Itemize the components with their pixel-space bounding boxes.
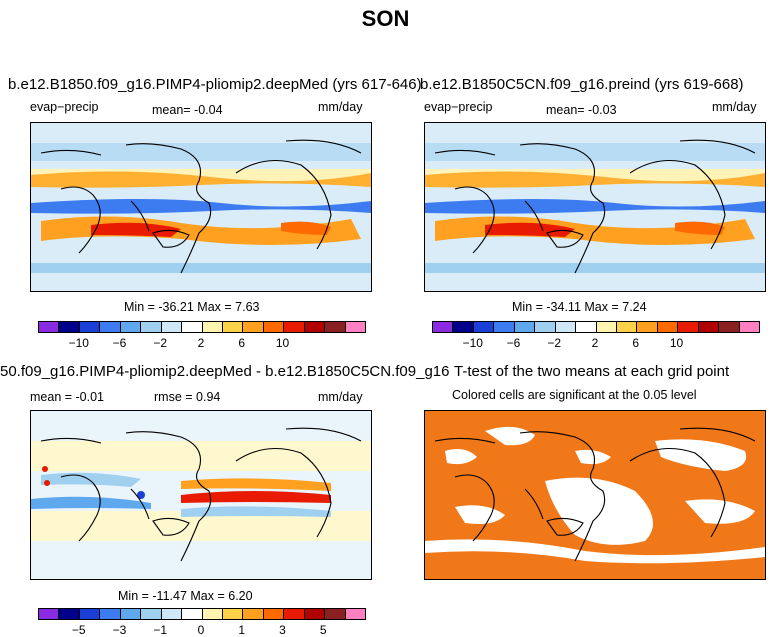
colorbar-swatch [555, 322, 577, 332]
colorbar-swatch [59, 609, 80, 619]
colorbar-swatch [202, 322, 223, 332]
colorbar-swatch [453, 322, 474, 332]
colorbar-swatch [473, 322, 495, 332]
colorbar-swatch [698, 322, 720, 332]
map-plot-top-right [425, 123, 765, 291]
colorbar-swatch [263, 609, 285, 619]
colorbar-swatch [120, 609, 142, 619]
colorbar-swatch [739, 322, 759, 332]
panel-title-top-right: b.e12.B1850C5CN.f09_g16.preind (yrs 619-… [420, 76, 744, 93]
map-bottom-right [424, 410, 766, 580]
colorbar-tick-label: −3 [112, 623, 127, 637]
colorbar-swatch [325, 322, 346, 332]
colorbar-swatch [494, 322, 515, 332]
minmax-label-bottom-left: Min = -11.47 Max = 6.20 [118, 589, 253, 603]
colorbar-swatch [59, 322, 80, 332]
map-plot-bottom-left [31, 411, 371, 579]
units-label-top-left: mm/day [318, 100, 363, 114]
mean-label-bottom-left: mean = -0.01 [30, 390, 105, 404]
mean-label-top-left: mean= -0.04 [152, 103, 223, 117]
panel-title-bottom-right: T-test of the two means at each grid poi… [454, 363, 730, 380]
minmax-label-top-left: Min = -36.21 Max = 7.63 [124, 300, 260, 314]
colorbar-tick-label: 1 [238, 623, 246, 637]
colorbar-swatch [243, 609, 264, 619]
colorbar-tick-label: −6 [506, 336, 521, 350]
colorbar-tick-label: −2 [153, 336, 168, 350]
colorbar-tick-label: 0 [197, 623, 205, 637]
colorbar-tick-label: 2 [591, 336, 599, 350]
colorbar-swatch [263, 322, 285, 332]
colorbar-tick-label: −5 [71, 623, 86, 637]
colorbar-top-left [38, 321, 366, 333]
colorbar-swatch [304, 609, 326, 619]
mean-label-top-right: mean= -0.03 [546, 103, 617, 117]
panel-subtitle-bottom-right: Colored cells are significant at the 0.0… [452, 388, 697, 402]
colorbar-ticks-top-left: −10 −6 −2 2 6 10 [38, 336, 364, 350]
colorbar-swatch [222, 322, 244, 332]
colorbar-bottom-left [38, 608, 366, 620]
colorbar-tick-label: 10 [669, 336, 684, 350]
rmse-label-bottom-left: rmse = 0.94 [154, 390, 221, 404]
colorbar-swatch [79, 322, 101, 332]
colorbar-swatch [657, 322, 679, 332]
colorbar-swatch [325, 609, 346, 619]
page-title: SON [361, 6, 410, 31]
colorbar-tick-label: 6 [632, 336, 640, 350]
colorbar-swatch [304, 322, 326, 332]
colorbar-tick-label: −6 [112, 336, 127, 350]
colorbar-tick-label: −10 [462, 336, 483, 350]
colorbar-swatch [141, 609, 162, 619]
colorbar-swatch [161, 322, 183, 332]
colorbar-swatch [345, 609, 365, 619]
colorbar-swatch [141, 322, 162, 332]
colorbar-swatch [202, 609, 223, 619]
colorbar-swatch [535, 322, 556, 332]
colorbar-swatch [243, 322, 264, 332]
colorbar-swatch [284, 322, 305, 332]
map-top-left [30, 122, 372, 292]
colorbar-tick-label: 6 [238, 336, 246, 350]
colorbar-ticks-top-right: −10 −6 −2 2 6 10 [432, 336, 758, 350]
colorbar-swatch [161, 609, 183, 619]
colorbar-swatch [39, 322, 60, 332]
colorbar-swatch [433, 322, 454, 332]
units-label-bottom-left: mm/day [318, 390, 363, 404]
colorbar-swatch [616, 322, 638, 332]
colorbar-swatch [120, 322, 142, 332]
colorbar-top-right [432, 321, 760, 333]
colorbar-swatch [100, 322, 121, 332]
colorbar-swatch [637, 322, 658, 332]
colorbar-tick-label: 3 [279, 623, 286, 637]
colorbar-tick-label: 10 [275, 336, 290, 350]
colorbar-swatch [345, 322, 365, 332]
map-plot-top-left [31, 123, 371, 291]
colorbar-tick-label: 5 [319, 623, 327, 637]
minmax-label-top-right: Min = -34.11 Max = 7.24 [512, 300, 647, 314]
map-plot-bottom-right [425, 411, 765, 579]
colorbar-tick-label: −10 [68, 336, 89, 350]
colorbar-swatch [79, 609, 101, 619]
colorbar-swatch [719, 322, 740, 332]
colorbar-swatch [596, 322, 617, 332]
colorbar-ticks-bottom-left: −5 −3 −1 0 1 3 5 [38, 623, 364, 637]
map-bottom-left [30, 410, 372, 580]
panel-title-top-left: b.e12.B1850.f09_g16.PIMP4-pliomip2.deepM… [8, 76, 422, 93]
panel-title-bottom-left: 50.f09_g16.PIMP4-pliomip2.deepMed - b.e1… [0, 363, 450, 380]
colorbar-swatch [576, 322, 597, 332]
colorbar-tick-label: −1 [153, 623, 168, 637]
colorbar-tick-label: −2 [547, 336, 562, 350]
colorbar-swatch [39, 609, 60, 619]
map-top-right [424, 122, 766, 292]
colorbar-swatch [284, 609, 305, 619]
units-label-top-right: mm/day [712, 100, 757, 114]
colorbar-swatch [678, 322, 699, 332]
colorbar-tick-label: 2 [197, 336, 205, 350]
colorbar-swatch [100, 609, 121, 619]
colorbar-swatch [222, 609, 244, 619]
variable-label-top-right: evap−precip [424, 100, 493, 114]
colorbar-swatch [514, 322, 536, 332]
colorbar-swatch [182, 322, 203, 332]
variable-label-top-left: evap−precip [30, 100, 99, 114]
colorbar-swatch [182, 609, 203, 619]
